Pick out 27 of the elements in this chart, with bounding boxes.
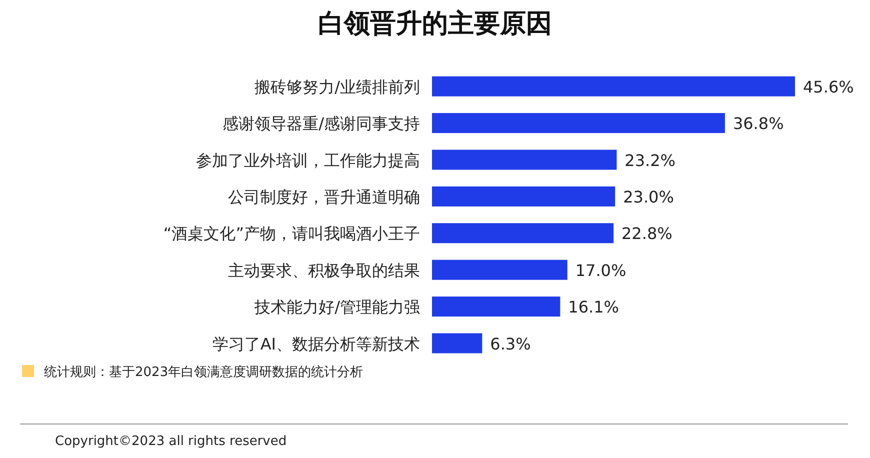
data-label: 22.8%	[622, 224, 672, 244]
bar	[432, 296, 560, 317]
y-tick-label: 学习了AI、数据分析等新技术	[212, 334, 420, 354]
bar	[432, 223, 614, 244]
y-tick-label: 感谢领导器重/感谢同事支持	[222, 114, 420, 134]
bar	[432, 113, 725, 134]
data-label: 17.0%	[575, 260, 626, 280]
y-tick-label: 主动要求、积极争取的结果	[228, 260, 420, 280]
data-label: 23.0%	[623, 187, 674, 206]
bar	[432, 333, 482, 354]
data-label: 16.1%	[568, 298, 619, 317]
data-label: 45.6%	[803, 77, 854, 96]
bar	[432, 150, 617, 170]
bar	[432, 260, 568, 280]
y-tick-label: 公司制度好，晋升通道明确	[228, 187, 420, 206]
data-label: 6.3%	[490, 334, 531, 354]
bar	[432, 76, 795, 96]
data-label: 23.2%	[624, 150, 676, 170]
bar	[432, 186, 616, 206]
y-tick-label: 参加了业外培训，工作能力提高	[196, 150, 420, 170]
text: 统计规则：基于2023年白领满意度调研数据的统计分析	[44, 364, 364, 380]
text: Copyright©2023 all rights reserved	[55, 434, 287, 449]
y-tick-label: 技术能力好/管理能力强	[254, 298, 420, 317]
y-tick-label: 搬砖够努力/业绩排前列	[254, 77, 420, 96]
y-tick-label: “酒桌文化”产物，请叫我喝酒小王子	[163, 224, 420, 244]
title: 白领晋升的主要原因	[318, 9, 552, 39]
data-label: 36.8%	[732, 114, 784, 134]
